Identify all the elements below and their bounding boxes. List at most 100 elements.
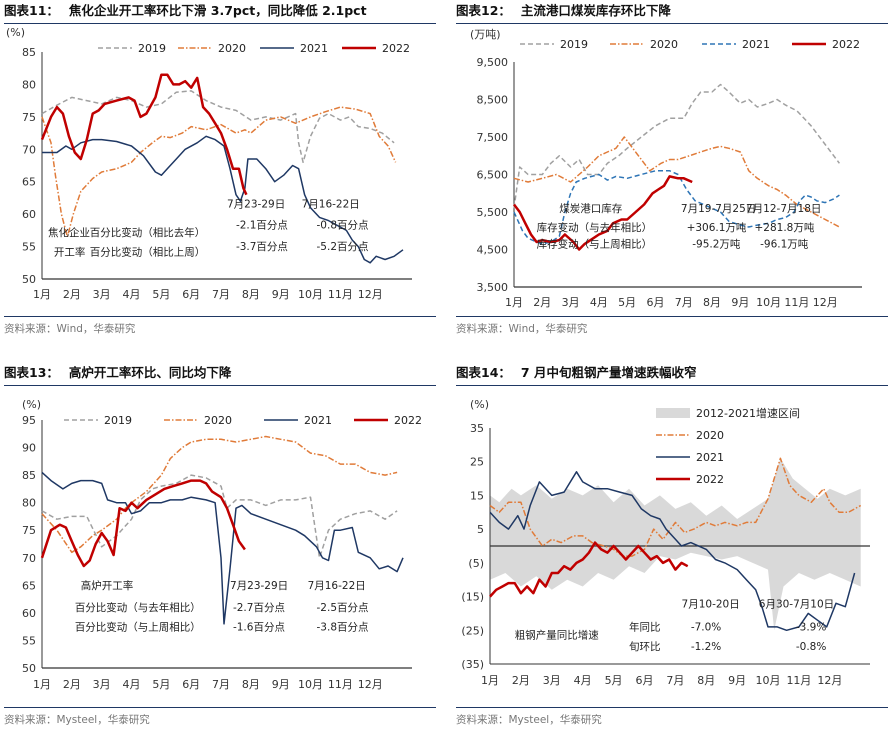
- series-line-2020: [513, 136, 840, 228]
- y-tick-label: 50: [22, 662, 36, 675]
- figure-label: 图表12：: [456, 3, 511, 18]
- legend-label: 2020: [204, 414, 232, 427]
- x-tick-label: 9月: [272, 678, 290, 691]
- legend-label: 2022: [832, 38, 860, 51]
- x-tick-label: 10月: [298, 288, 323, 301]
- title-rule: [456, 23, 888, 24]
- x-tick-label: 1月: [505, 296, 523, 309]
- panel-title: 图表13： 高炉开工率环比、同比均下降: [4, 362, 231, 384]
- x-tick-label: 12月: [813, 296, 838, 309]
- y-tick-label: (15): [461, 591, 484, 604]
- annotation-text: 粗钢产量同比增速: [515, 629, 599, 642]
- x-tick-label: 7月: [212, 678, 230, 691]
- annotation-text: 7月16-22日: [302, 199, 360, 211]
- x-tick-label: 10月: [756, 674, 781, 687]
- legend-label: 2021: [696, 451, 724, 464]
- x-tick-label: 4月: [123, 678, 141, 691]
- annotation-text: 7月10-20日: [682, 598, 740, 610]
- x-tick-label: 11月: [328, 288, 353, 301]
- x-tick-label: 11月: [784, 296, 809, 309]
- x-tick-label: 7月: [675, 296, 693, 309]
- annotation-text: 百分比变动（与上周相比）: [75, 621, 201, 634]
- annotation-text: 库存变动（与上周相比）: [537, 238, 653, 251]
- x-tick-label: 8月: [242, 288, 260, 301]
- annotation-text: -7.0%: [691, 621, 721, 633]
- x-tick-label: 1月: [33, 288, 51, 301]
- x-tick-label: 9月: [728, 674, 746, 687]
- series-line-2022: [513, 175, 693, 251]
- title-rule: [456, 385, 888, 386]
- x-tick-label: 5月: [605, 674, 623, 687]
- y-tick-label: 3,500: [477, 281, 509, 294]
- x-tick-label: 3月: [93, 288, 111, 301]
- series-line-2022: [489, 541, 689, 598]
- legend-label: 2019: [560, 38, 588, 51]
- y-tick-label: 75: [22, 524, 36, 537]
- annotation-text: 6月30-7月10日: [759, 598, 834, 610]
- x-tick-label: 10月: [756, 296, 781, 309]
- source-rule: [456, 316, 888, 317]
- y-tick-label: 65: [22, 579, 36, 592]
- annotation-text: -1.6百分点: [233, 622, 285, 634]
- y-tick-label: 15: [470, 489, 484, 502]
- annotation-text: -1.2%: [691, 641, 721, 653]
- y-tick-label: 95: [22, 414, 36, 427]
- x-tick-label: 8月: [242, 678, 260, 691]
- annotation-text: -0.8百分点: [317, 219, 369, 231]
- series-line-2021: [41, 471, 404, 625]
- panel-crude-steel: 图表14： 7 月中旬粗钢产量增速跌幅收窄 (%) (35) (25) (15) (5) 5…: [456, 362, 888, 732]
- y-axis-unit: (%): [470, 398, 489, 411]
- panel-blast-furnace: 图表13： 高炉开工率环比、同比均下降 (%) 50 55 60 65 70 75 80 85 90…: [4, 362, 436, 732]
- x-tick-label: 6月: [182, 288, 200, 301]
- x-tick-label: 3月: [543, 674, 561, 687]
- y-tick-label: 70: [22, 552, 36, 565]
- annotation-text: +306.1万吨: [687, 221, 747, 234]
- legend-label: 2021: [304, 414, 332, 427]
- x-tick-label: 1月: [481, 674, 499, 687]
- panel-title: 图表14： 7 月中旬粗钢产量增速跌幅收窄: [456, 362, 696, 384]
- annotation-text: 7月12-7月18日: [746, 203, 821, 215]
- annotation-text: 煤炭港口库存: [559, 202, 622, 215]
- x-tick-label: 7月: [666, 674, 684, 687]
- x-tick-label: 8月: [703, 296, 721, 309]
- y-tick-label: 55: [22, 634, 36, 647]
- figure-title: 7 月中旬粗钢产量增速跌幅收窄: [520, 365, 697, 380]
- chart-blast-furnace: (%) 50 55 60 65 70 75 80 85 90 95 1月 2月 3月 4月 5月 6月 7月 8月 9…: [22, 398, 422, 691]
- annotation-text: -95.2万吨: [692, 238, 741, 251]
- x-tick-label: 2月: [63, 288, 81, 301]
- y-tick-label: 25: [470, 456, 484, 469]
- x-tick-label: 10月: [298, 678, 323, 691]
- figure-label: 图表13：: [4, 365, 59, 380]
- panel-title: 图表12： 主流港口煤炭库存环比下降: [456, 0, 671, 22]
- y-tick-label: 4,500: [477, 244, 509, 257]
- x-tick-label: 11月: [786, 674, 811, 687]
- annotation-text: +281.8万吨: [754, 221, 814, 234]
- series-line-2019: [41, 474, 398, 559]
- series-line-2020: [41, 106, 397, 238]
- x-tick-label: 9月: [272, 288, 290, 301]
- annotation-text: 7月16-22日: [308, 580, 366, 592]
- annotation-text: -3.9%: [796, 621, 826, 633]
- x-tick-label: 12月: [358, 678, 383, 691]
- title-rule: [4, 23, 436, 24]
- series-line-2022: [40, 73, 248, 196]
- chart-coke-utilization: (%) 50 55 60 65 70 75 80 85 1月 2月 3月 4月 5月 6月 7月 8月 9月 10月…: [6, 26, 412, 301]
- y-tick-label: (5): [468, 557, 484, 570]
- annotation-text: -2.7百分点: [233, 602, 285, 614]
- x-tick-label: 2月: [512, 674, 530, 687]
- source-note: 资料来源：Wind，华泰研究: [4, 323, 136, 335]
- legend-label: 2019: [104, 414, 132, 427]
- legend-label: 2020: [218, 42, 246, 55]
- annotation-text: 7月23-29日: [227, 199, 285, 211]
- x-tick-label: 12月: [817, 674, 842, 687]
- x-tick-label: 3月: [562, 296, 580, 309]
- panel-title: 图表11： 焦化企业开工率环比下滑 3.7pct，同比降低 2.1pct: [4, 0, 367, 22]
- annotation-text: 旬环比: [629, 640, 661, 653]
- y-tick-label: 5: [477, 523, 484, 536]
- y-tick-label: 8,500: [477, 94, 509, 107]
- x-tick-label: 5月: [152, 288, 170, 301]
- legend-label: 2021: [742, 38, 770, 51]
- y-tick-label: 80: [22, 78, 36, 91]
- y-tick-label: 60: [22, 607, 36, 620]
- chart-port-coal-inventory: (万吨) 3,500 4,500 5,500 6,500 7,500 8,500 9,500 1…: [470, 28, 862, 309]
